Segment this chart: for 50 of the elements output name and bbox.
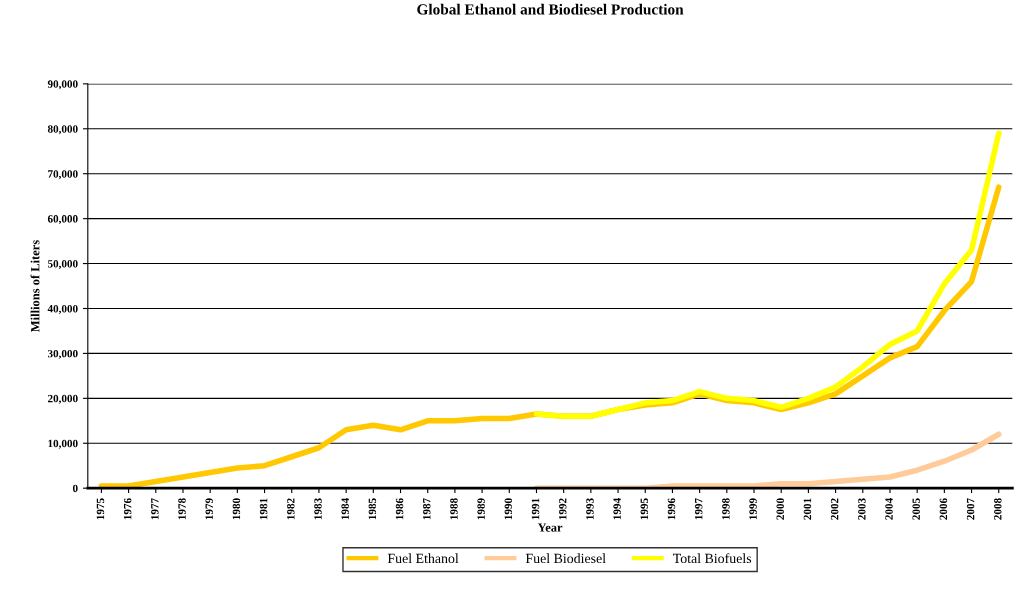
y-tick-label: 60,000 xyxy=(47,215,78,225)
x-tick-label: 1990 xyxy=(504,498,513,520)
x-tick-label: 1979 xyxy=(205,498,213,520)
x-tick-label: 1994 xyxy=(613,498,621,520)
x-tick-label: 1976 xyxy=(123,498,132,520)
x-tick-label: 2001 xyxy=(803,498,812,520)
x-tick-label: 1998 xyxy=(722,498,730,520)
x-tick-label: 2007 xyxy=(966,498,975,520)
x-tick-label: 2004 xyxy=(885,498,893,520)
x-tick-label: 1987 xyxy=(422,498,431,520)
y-axis-title: Millions of Liters xyxy=(30,240,40,332)
x-tick-label: 2003 xyxy=(858,498,866,520)
x-tick-label: 2000 xyxy=(776,498,784,520)
x-tick-label: 2002 xyxy=(830,498,839,520)
x-tick-label: 1985 xyxy=(368,498,377,520)
y-tick-label: 90,000 xyxy=(47,80,78,90)
x-tick-label: 1996 xyxy=(667,498,676,520)
y-tick-label: 30,000 xyxy=(47,349,78,359)
legend-label: Fuel Biodiesel xyxy=(525,553,606,564)
legend-label: Fuel Ethanol xyxy=(387,553,459,564)
x-tick-label: 1978 xyxy=(178,498,186,520)
x-axis-title: Year xyxy=(537,523,563,532)
x-tick-label: 1997 xyxy=(694,498,703,520)
y-tick-label: 80,000 xyxy=(47,125,78,135)
legend-label: Total Biofuels xyxy=(672,553,752,564)
x-tick-label: 1982 xyxy=(287,498,295,520)
x-tick-label: 1995 xyxy=(640,498,649,520)
x-tick-label: 1981 xyxy=(259,498,268,520)
chart-title: Global Ethanol and Biodiesel Production xyxy=(417,3,684,15)
x-tick-label: 1983 xyxy=(314,498,322,520)
x-tick-label: 2006 xyxy=(939,498,948,520)
x-tick-label: 1989 xyxy=(477,498,485,520)
y-tick-label: 20,000 xyxy=(47,394,78,404)
x-tick-label: 1992 xyxy=(558,498,567,520)
y-tick-label: 10,000 xyxy=(48,439,78,449)
x-tick-label: 1991 xyxy=(531,498,540,520)
y-tick-label: 40,000 xyxy=(47,304,78,315)
y-tick-label: 50,000 xyxy=(47,260,78,270)
y-tick-label: 70,000 xyxy=(48,170,78,180)
x-tick-label: 2008 xyxy=(994,498,1002,520)
x-tick-label: 1984 xyxy=(341,498,349,520)
x-tick-label: 1986 xyxy=(395,498,404,520)
x-tick-label: 1977 xyxy=(151,498,159,520)
x-tick-label: 2005 xyxy=(912,498,920,520)
x-tick-label: 1993 xyxy=(586,498,594,520)
y-tick-label: 0 xyxy=(72,484,78,493)
x-tick-label: 1980 xyxy=(232,498,241,520)
x-tick-label: 1999 xyxy=(749,498,757,520)
x-tick-label: 1988 xyxy=(450,498,458,520)
x-tick-label: 1975 xyxy=(96,498,105,520)
